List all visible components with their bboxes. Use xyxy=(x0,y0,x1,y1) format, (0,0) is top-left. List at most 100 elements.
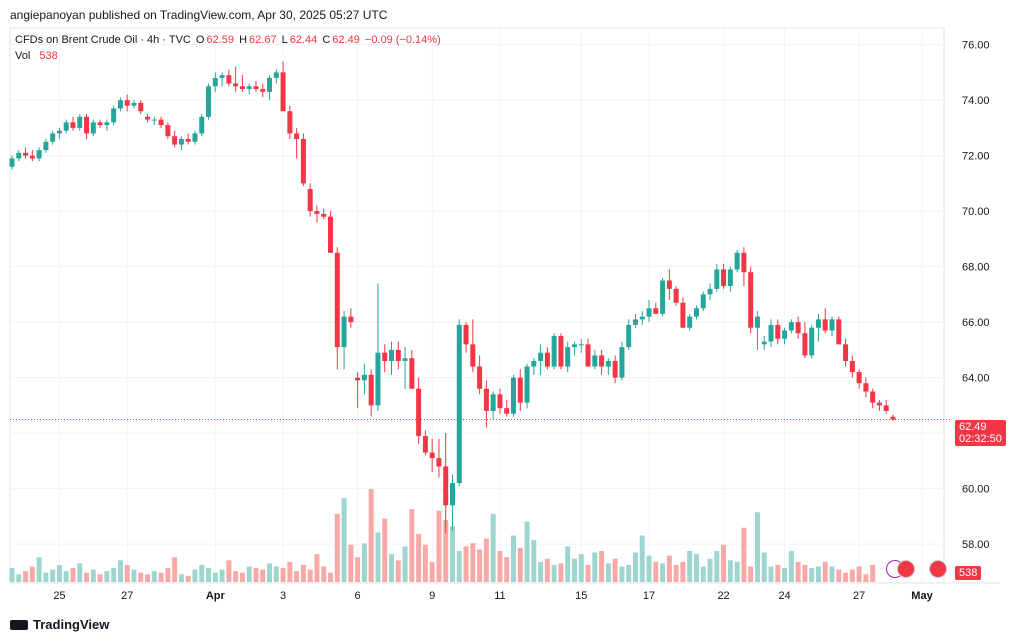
candle-body xyxy=(280,72,286,112)
publisher-line: angiepanoyan published on TradingView.co… xyxy=(10,8,388,22)
candle-body xyxy=(422,435,428,453)
volume-bar xyxy=(660,563,666,582)
candle-body xyxy=(416,388,422,436)
candle-body xyxy=(23,152,29,156)
tradingview-logo-icon xyxy=(10,619,28,630)
candle-body xyxy=(138,102,144,112)
open-value: 62.59 xyxy=(206,34,235,46)
candle-body xyxy=(768,324,774,342)
high-value: 62.67 xyxy=(249,34,277,46)
candle-body xyxy=(883,405,889,411)
y-tick-label: 74.00 xyxy=(962,95,990,107)
x-tick-label: 25 xyxy=(53,590,65,602)
candle-body xyxy=(348,316,354,323)
us-flag-icon[interactable] xyxy=(897,560,915,578)
volume-bar xyxy=(768,566,774,582)
candle-body xyxy=(328,216,334,253)
volume-bar xyxy=(836,569,842,582)
candle-body xyxy=(375,352,381,406)
volume-bar xyxy=(56,564,62,582)
volume-bar xyxy=(280,568,286,582)
volume-bar xyxy=(544,558,550,582)
candle-body xyxy=(260,89,266,92)
us-flag-icon[interactable] xyxy=(929,560,947,578)
candle-body xyxy=(483,388,489,411)
volume-bar xyxy=(849,569,855,582)
volume-bar xyxy=(97,574,103,582)
volume-bar xyxy=(517,547,523,582)
volume-bar xyxy=(145,574,151,582)
volume-bar xyxy=(361,543,367,582)
volume-bar xyxy=(131,569,137,582)
candle-body xyxy=(693,308,699,317)
volume-bar xyxy=(389,554,395,582)
volume-bar xyxy=(185,575,191,582)
candle-body xyxy=(734,252,740,270)
candle-body xyxy=(56,130,62,134)
volume-bar xyxy=(795,561,801,582)
candle-body xyxy=(565,347,571,367)
candle-body xyxy=(443,466,449,506)
low-label: L xyxy=(281,34,288,46)
volume-bar xyxy=(111,568,117,582)
volume-bar xyxy=(856,566,862,582)
volume-bar xyxy=(653,561,659,582)
close-label: C xyxy=(322,34,331,46)
candle-body xyxy=(165,125,171,137)
volume-bar xyxy=(104,571,110,582)
candle-body xyxy=(585,344,591,367)
volume-bar xyxy=(707,558,713,582)
candle-body xyxy=(517,377,523,403)
volume-bar xyxy=(16,574,22,582)
candle-body xyxy=(16,152,22,159)
volume-bar xyxy=(592,552,598,582)
y-tick-label: 68.00 xyxy=(962,262,990,274)
volume-bar xyxy=(721,544,727,582)
volume-bar xyxy=(531,540,537,582)
candle-body xyxy=(815,319,821,328)
volume-bar xyxy=(585,564,591,582)
candle-body xyxy=(389,349,395,361)
volume-bar xyxy=(239,572,245,582)
candle-body xyxy=(450,483,455,506)
volume-bar xyxy=(90,569,96,582)
candle-body xyxy=(145,116,151,120)
x-tick-label: 22 xyxy=(717,590,729,602)
candle-body xyxy=(97,122,103,126)
candle-body xyxy=(463,324,469,345)
candle-body xyxy=(605,361,611,367)
volume-bar xyxy=(294,571,300,582)
symbol-label: CFDs on Brent Crude Oil · 4h · TVC xyxy=(15,34,191,46)
volume-bar xyxy=(341,498,347,582)
candle-body xyxy=(673,288,679,303)
volume-bar xyxy=(36,557,42,582)
candle-body xyxy=(199,116,205,134)
volume-bar xyxy=(700,566,706,582)
footer-brand[interactable]: TradingView xyxy=(10,617,109,632)
volume-bar xyxy=(233,571,239,582)
candle-body xyxy=(870,391,876,403)
volume-bar xyxy=(328,572,334,582)
candle-body xyxy=(9,158,15,167)
volume-bar xyxy=(727,560,733,582)
volume-tag: 538 xyxy=(955,566,982,580)
volume-bar xyxy=(632,552,638,582)
candle-body xyxy=(470,344,476,367)
candle-body xyxy=(29,155,35,159)
candle-body xyxy=(307,188,313,212)
volume-bar xyxy=(477,549,483,582)
candle-body xyxy=(761,341,767,345)
candle-body xyxy=(497,394,503,409)
candle-body xyxy=(436,458,442,467)
candle-body xyxy=(50,133,56,142)
low-value: 62.44 xyxy=(289,34,318,46)
volume-bar xyxy=(246,566,252,582)
vol-label: Vol xyxy=(15,50,31,62)
x-tick-label: 27 xyxy=(853,590,865,602)
candle-body xyxy=(429,452,435,459)
x-tick-label: 9 xyxy=(429,590,435,602)
volume-bar xyxy=(524,521,530,582)
volume-bar xyxy=(206,568,212,582)
candle-body xyxy=(829,319,835,331)
